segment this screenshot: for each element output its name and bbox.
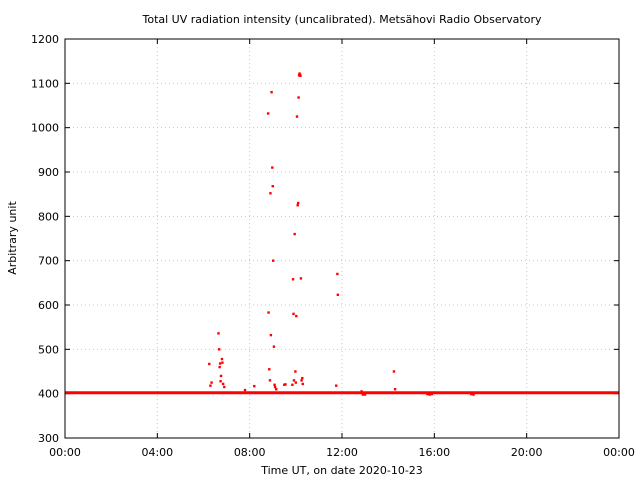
- data-point: [295, 314, 298, 318]
- y-tick-label: 1100: [31, 77, 59, 90]
- data-point: [218, 362, 222, 365]
- data-point: [299, 277, 303, 280]
- data-point: [294, 370, 297, 373]
- data-point: [272, 259, 275, 262]
- y-tick-label: 1000: [31, 122, 59, 135]
- x-tick-label: 00:00: [49, 446, 81, 459]
- data-point: [243, 388, 247, 392]
- data-point: [219, 380, 222, 383]
- data-point: [269, 333, 273, 337]
- x-tick-label: 04:00: [141, 446, 173, 459]
- y-tick-label: 1200: [31, 33, 59, 46]
- x-tick-label: 08:00: [234, 446, 266, 459]
- data-point: [217, 332, 220, 335]
- data-point: [253, 384, 256, 388]
- chart-title: Total UV radiation intensity (uncalibrat…: [142, 13, 542, 26]
- data-point: [393, 388, 397, 391]
- data-point: [470, 392, 473, 396]
- data-point: [299, 74, 302, 77]
- data-point: [335, 384, 338, 387]
- data-point: [296, 204, 299, 207]
- data-point: [270, 91, 273, 94]
- y-tick-label: 300: [38, 432, 59, 445]
- data-point: [300, 379, 303, 382]
- data-point: [209, 384, 212, 387]
- data-point: [296, 201, 300, 205]
- data-point: [291, 278, 295, 281]
- tick-labels: 300 400 500 600 700 800 900 1000 1100 1200 00:00 04…: [31, 33, 635, 459]
- y-tick-label: 900: [38, 166, 59, 179]
- data-point: [292, 379, 296, 382]
- data-point: [361, 393, 364, 396]
- y-tick-label: 400: [38, 388, 59, 401]
- data-point: [210, 381, 213, 384]
- data-point: [221, 361, 224, 364]
- data-point: [428, 393, 431, 396]
- data-point: [472, 393, 475, 396]
- y-axis-title: Arbitrary unit: [6, 201, 19, 275]
- data-point: [294, 381, 298, 384]
- data-point: [336, 293, 340, 297]
- y-tick-label: 700: [38, 255, 59, 268]
- x-tick-label: 16:00: [418, 446, 450, 459]
- data-point: [221, 382, 225, 386]
- data-point: [220, 357, 224, 361]
- data-point: [219, 374, 223, 378]
- data-point: [273, 385, 277, 389]
- data-point: [267, 311, 270, 314]
- axis-ticks: [64, 38, 620, 439]
- data-point: [271, 166, 274, 169]
- data-point: [426, 392, 429, 396]
- x-tick-label: 12:00: [326, 446, 358, 459]
- grid-lines: [65, 39, 619, 438]
- data-point: [298, 73, 302, 76]
- data-point: [268, 368, 271, 371]
- x-axis-title: Time UT, on date 2020-10-23: [260, 464, 423, 477]
- data-point: [269, 192, 272, 195]
- data-point: [430, 392, 434, 396]
- data-point: [295, 115, 299, 118]
- data-point: [360, 390, 363, 393]
- data-points: [65, 72, 619, 396]
- data-point: [266, 112, 270, 115]
- data-point: [284, 383, 287, 386]
- data-point: [301, 382, 304, 386]
- data-point: [336, 272, 339, 276]
- data-point: [363, 393, 367, 396]
- data-point: [271, 184, 274, 188]
- data-point: [273, 383, 276, 386]
- data-point: [293, 232, 296, 236]
- data-point: [392, 370, 396, 373]
- data-point: [297, 96, 300, 99]
- data-point: [301, 376, 304, 380]
- data-point: [268, 379, 272, 382]
- y-tick-label: 800: [38, 210, 59, 223]
- data-point: [217, 348, 221, 351]
- data-point: [272, 345, 276, 348]
- data-point: [292, 312, 295, 316]
- data-point: [291, 383, 294, 386]
- y-tick-label: 600: [38, 299, 59, 312]
- plot-frame: [64, 38, 620, 439]
- data-point: [223, 385, 226, 389]
- y-tick-label: 500: [38, 343, 59, 356]
- data-point: [208, 362, 211, 366]
- x-tick-label: 20:00: [511, 446, 543, 459]
- data-point: [218, 365, 221, 369]
- data-point: [275, 388, 278, 391]
- x-tick-label: 00:00: [603, 446, 635, 459]
